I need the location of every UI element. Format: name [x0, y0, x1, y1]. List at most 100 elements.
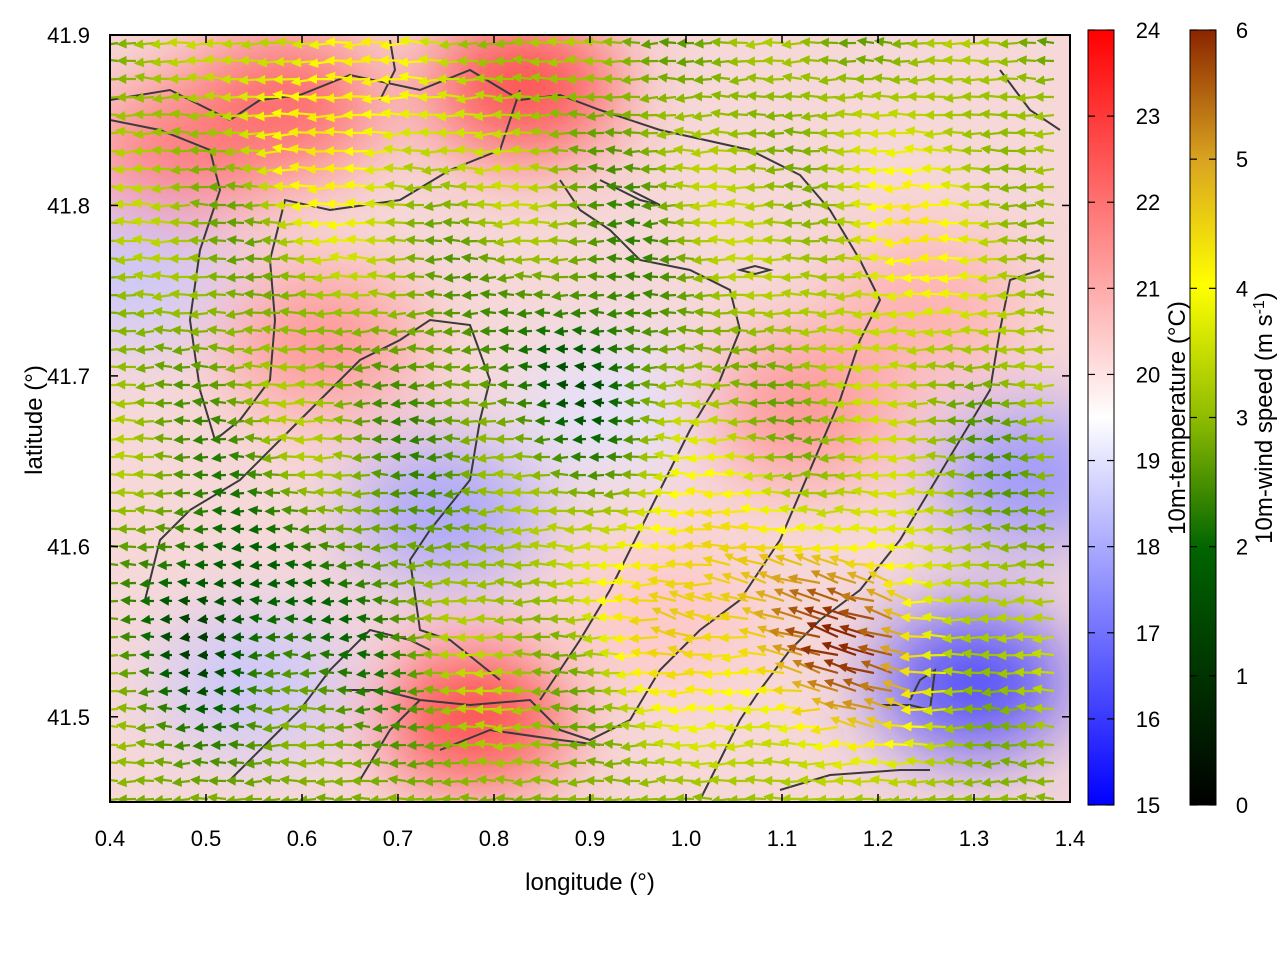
wind-arrow	[547, 613, 569, 624]
wind-arrow	[584, 775, 605, 786]
wind-arrow	[114, 450, 137, 461]
wind-arrow	[421, 613, 443, 624]
wind-arrow	[441, 541, 461, 552]
wind-arrow	[367, 307, 389, 318]
wind-arrow	[385, 234, 407, 245]
wind-arrow	[153, 398, 173, 409]
wind-arrow	[473, 182, 497, 193]
wind-arrow	[997, 109, 1019, 120]
wind-arrow	[1017, 37, 1037, 48]
wind-arrow	[707, 163, 731, 174]
wind-arrow	[658, 37, 677, 48]
wind-arrow	[459, 469, 479, 480]
wind-arrow	[547, 92, 569, 103]
wind-arrow	[225, 181, 245, 192]
wind-arrow	[821, 606, 857, 621]
wind-arrow	[1017, 523, 1037, 534]
plot-area	[109, 34, 1071, 803]
wind-arrow	[997, 218, 1019, 229]
wind-arrow	[508, 163, 533, 174]
wind-arrow	[296, 740, 317, 751]
wind-arrow	[332, 794, 353, 802]
wind-arrow	[191, 397, 209, 408]
wind-arrow	[390, 398, 407, 409]
wind-arrow	[110, 185, 119, 189]
wind-arrow	[605, 451, 623, 462]
wind-arrow	[319, 649, 335, 660]
wind-arrow	[570, 308, 587, 319]
wind-arrow	[529, 72, 551, 83]
wind-arrow	[798, 794, 821, 802]
wind-arrow	[166, 37, 191, 48]
wind-arrow	[516, 308, 533, 319]
wind-arrow	[112, 199, 137, 210]
wind-arrow	[373, 649, 389, 660]
wind-arrow	[512, 648, 533, 659]
wind-arrow	[259, 217, 281, 227]
x-tick-label: 0.9	[575, 826, 606, 851]
wind-arrow	[607, 434, 623, 445]
wind-arrow	[761, 290, 785, 301]
wind-arrow	[355, 595, 371, 606]
wind-arrow	[300, 541, 317, 552]
wind-arrow	[737, 647, 767, 658]
wind-arrow	[193, 541, 209, 552]
wind-arrow	[655, 794, 677, 802]
temperature-blob	[879, 612, 1069, 753]
wind-arrow	[906, 361, 929, 372]
wind-arrow	[301, 632, 317, 643]
wind-arrow	[456, 615, 479, 626]
wind-arrow	[388, 596, 407, 607]
wind-arrow	[586, 236, 605, 247]
wind-arrow	[780, 307, 803, 318]
wind-arrow	[923, 741, 947, 752]
x-tick-label: 1.2	[863, 826, 894, 851]
wind-arrow	[402, 162, 425, 173]
wind-arrow	[476, 774, 497, 785]
wind-arrow	[692, 74, 713, 85]
wind-arrow	[508, 181, 533, 192]
wind-arrow	[191, 415, 209, 426]
wind-arrow	[248, 632, 263, 643]
wind-arrow	[110, 419, 119, 423]
wind-arrow	[425, 452, 443, 463]
wind-arrow	[693, 342, 713, 353]
wind-arrow	[496, 397, 515, 408]
wind-arrow	[153, 757, 173, 767]
wind-arrow	[996, 270, 1019, 281]
wind-arrow	[534, 307, 551, 318]
wind-arrow	[117, 541, 137, 552]
wind-arrow	[225, 200, 245, 211]
contour-line	[439, 728, 601, 751]
wind-arrow	[692, 792, 713, 802]
wind-arrow	[385, 271, 407, 282]
wind-arrow	[857, 627, 893, 639]
wind-arrow	[472, 111, 497, 122]
wind-arrow	[371, 595, 389, 606]
wind-arrow	[333, 399, 353, 410]
wind-arrow	[978, 343, 1001, 354]
wind-arrow	[637, 757, 659, 768]
wind-arrow	[110, 95, 119, 99]
wind-arrow	[454, 144, 479, 155]
wind-arrow	[529, 739, 551, 750]
wind-arrow	[550, 290, 569, 301]
wind-arrow	[366, 270, 389, 281]
wind-arrow	[116, 777, 137, 788]
wind-arrow	[364, 198, 389, 209]
wind-arrow	[607, 380, 623, 391]
wind-arrow	[742, 253, 767, 264]
wind-arrow	[656, 381, 677, 391]
wind-arrow	[591, 379, 605, 390]
wind-arrow	[172, 452, 191, 463]
wind-arrow	[475, 559, 497, 570]
wind-arrow	[455, 75, 479, 86]
wind-arrow	[133, 488, 155, 499]
wind-arrow	[674, 74, 695, 85]
wind-arrow	[873, 37, 893, 47]
wind-arrow	[196, 632, 209, 643]
wind-arrow	[257, 37, 281, 48]
wind-arrow	[241, 345, 263, 356]
wind-arrow	[689, 759, 713, 770]
wind-arrow	[546, 57, 569, 68]
